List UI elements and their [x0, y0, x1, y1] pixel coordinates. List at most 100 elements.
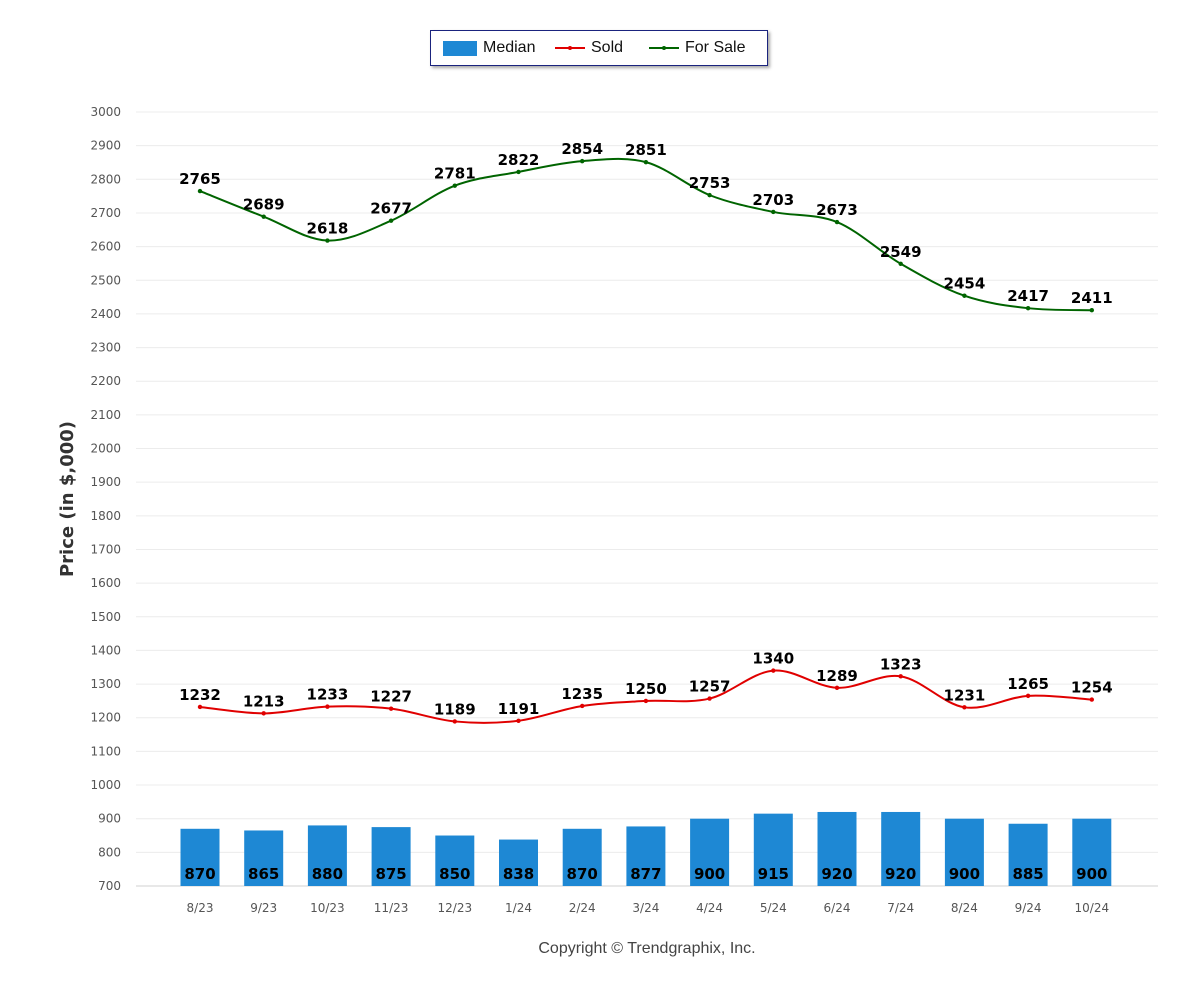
median-bar-label: 870: [184, 865, 215, 883]
median-bar[interactable]: [562, 828, 602, 886]
median-bar[interactable]: [753, 813, 793, 886]
for-sale-point[interactable]: [580, 158, 585, 164]
sold-data-label: 1232: [179, 686, 221, 704]
median-bar[interactable]: [1008, 823, 1048, 886]
y-axis-label: Price (in $,000): [57, 421, 78, 577]
sold-point[interactable]: [707, 696, 712, 701]
for-sale-point[interactable]: [1025, 305, 1031, 311]
median-bar[interactable]: [180, 828, 220, 886]
sold-point[interactable]: [261, 711, 266, 716]
for-sale-point[interactable]: [771, 209, 776, 215]
y-axis: 700 800 900 1000 1100 1200 1300 1400 1500 1600 170…: [90, 105, 121, 893]
x-tick-label: 8/23: [187, 901, 214, 915]
sold-data-label: 1250: [625, 680, 667, 698]
sold-data-label: 1231: [944, 686, 986, 704]
sold-line[interactable]: [199, 669, 1092, 724]
for-sale-point[interactable]: [962, 293, 967, 298]
x-axis: 8/23 9/23 10/23 11/23 12/23 1/24 2/24 3/24 4/24 5…: [136, 885, 1158, 915]
sold-point[interactable]: [962, 705, 967, 710]
for-sale-point[interactable]: [325, 238, 330, 243]
y-tick-label: 3000: [90, 105, 121, 119]
for-sale-data-label: 2454: [944, 275, 986, 293]
x-tick-label: 7/24: [887, 901, 914, 915]
data-labels: 870 865 880 875 850 838 870 877 900 915 920 920 900 8…: [179, 140, 1113, 883]
median-bar[interactable]: [626, 826, 666, 886]
sold-data-label: 1265: [1007, 675, 1049, 693]
legend-item-median[interactable]: Median: [443, 31, 535, 65]
legend-item-for-sale[interactable]: For Sale: [649, 31, 745, 65]
for-sale-data-label: 2618: [307, 220, 349, 238]
for-sale-point[interactable]: [516, 169, 521, 175]
sold-point[interactable]: [643, 698, 649, 704]
sold-point[interactable]: [1089, 697, 1095, 702]
sold-data-label: 1191: [498, 700, 540, 718]
median-bar[interactable]: [881, 811, 921, 886]
price-lines: [197, 157, 1095, 724]
sold-point[interactable]: [580, 703, 585, 709]
x-tick-label: 3/24: [632, 901, 659, 915]
median-bar[interactable]: [944, 818, 984, 886]
sold-point[interactable]: [834, 685, 840, 690]
for-sale-point[interactable]: [898, 261, 903, 266]
median-bar-label: 900: [1076, 865, 1107, 883]
y-tick-label: 2800: [90, 172, 121, 186]
sold-data-label: 1233: [307, 686, 349, 704]
median-bar[interactable]: [499, 839, 538, 886]
sold-point[interactable]: [197, 704, 203, 710]
for-sale-data-label: 2411: [1071, 289, 1113, 307]
for-sale-point[interactable]: [197, 188, 203, 194]
legend-sold-label: Sold: [591, 39, 624, 56]
median-bar-label: 900: [949, 865, 980, 883]
median-bar-label: 850: [439, 865, 470, 883]
for-sale-point[interactable]: [1089, 308, 1095, 313]
for-sale-point[interactable]: [388, 218, 394, 223]
x-tick-label: 5/24: [760, 901, 787, 915]
median-bar[interactable]: [435, 835, 475, 886]
legend-for-sale-label: For Sale: [685, 39, 746, 56]
for-sale-point[interactable]: [261, 214, 266, 219]
x-tick-label: 11/23: [374, 901, 409, 915]
y-tick-label: 1800: [90, 509, 121, 523]
median-bar[interactable]: [1072, 818, 1112, 886]
y-tick-label: 1100: [90, 744, 121, 758]
sold-data-label: 1289: [816, 667, 858, 685]
sold-point[interactable]: [898, 674, 903, 679]
x-tick-label: 10/23: [310, 901, 345, 915]
median-bar[interactable]: [307, 825, 347, 886]
legend-item-sold[interactable]: Sold: [555, 31, 623, 65]
for-sale-point[interactable]: [834, 219, 840, 225]
median-bar-label: 865: [248, 865, 279, 883]
grid-lines: [136, 111, 1158, 887]
y-tick-label: 2100: [90, 408, 121, 422]
for-sale-data-label: 2765: [179, 170, 221, 188]
median-bar-label: 870: [567, 865, 598, 883]
sold-point[interactable]: [325, 704, 330, 709]
median-bar[interactable]: [244, 830, 284, 886]
median-bar[interactable]: [371, 827, 411, 886]
for-sale-point[interactable]: [643, 159, 649, 165]
x-tick-label: 8/24: [951, 901, 978, 915]
sold-point[interactable]: [516, 718, 521, 723]
median-bar[interactable]: [690, 818, 730, 886]
median-bar-label: 915: [758, 865, 789, 883]
sold-point[interactable]: [1025, 693, 1031, 699]
y-tick-label: 1600: [90, 576, 121, 590]
for-sale-data-label: 2677: [370, 200, 412, 218]
for-sale-data-label: 2549: [880, 243, 922, 261]
sold-point[interactable]: [388, 706, 394, 711]
for-sale-point[interactable]: [452, 183, 457, 188]
y-tick-label: 1900: [90, 475, 121, 489]
for-sale-data-label: 2854: [561, 140, 603, 158]
legend-sold-line-icon: [555, 46, 585, 50]
for-sale-point[interactable]: [707, 192, 712, 198]
x-tick-label: 10/24: [1075, 901, 1110, 915]
for-sale-data-label: 2781: [434, 165, 476, 183]
y-tick-label: 900: [98, 812, 121, 826]
y-tick-label: 1400: [90, 643, 121, 657]
sold-point[interactable]: [771, 668, 776, 673]
sold-point[interactable]: [452, 719, 457, 724]
median-bar[interactable]: [817, 811, 857, 886]
sold-data-label: 1189: [434, 700, 476, 718]
sold-data-label: 1227: [370, 688, 412, 706]
